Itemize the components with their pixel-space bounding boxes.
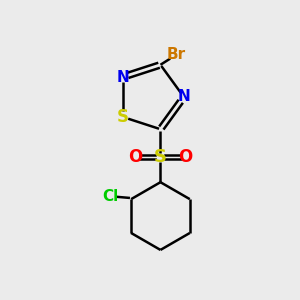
Text: O: O: [128, 148, 142, 166]
Text: N: N: [116, 70, 129, 85]
Text: S: S: [117, 108, 129, 126]
Text: O: O: [178, 148, 193, 166]
Text: S: S: [154, 148, 167, 166]
Text: Br: Br: [167, 47, 186, 62]
Text: Cl: Cl: [102, 189, 118, 204]
Text: N: N: [178, 89, 190, 104]
